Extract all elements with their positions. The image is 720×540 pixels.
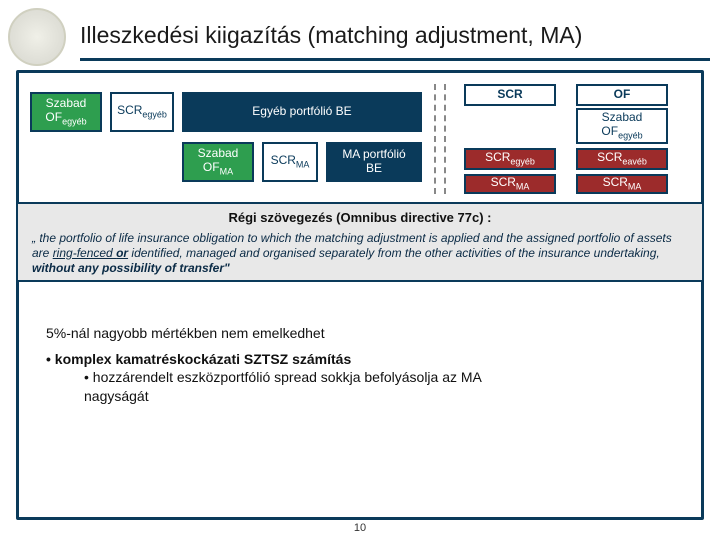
box-szabad-of-ma: SzabadOFMA <box>182 142 254 182</box>
bullet-line-2b: • hozzárendelt eszközportfólió spread so… <box>84 368 680 386</box>
quote-bar: Régi szövegezés (Omnibus directive 77c) … <box>16 202 704 282</box>
box-scr-header: SCR <box>464 84 556 106</box>
quote-body: „ the portfolio of life insurance obliga… <box>32 231 688 276</box>
box-of-header: OF <box>576 84 668 106</box>
bullet-line-2c: nagyságát <box>84 387 680 405</box>
box-scr-egyeb-left: SCRegyéb <box>110 92 174 132</box>
box-scr-ma-r1: SCRMA <box>464 174 556 194</box>
separator-1 <box>434 84 436 194</box>
bullet-area: 5%-nál nagyobb mértékben nem emelkedhet … <box>40 322 680 405</box>
bullet-line-1: 5%-nál nagyobb mértékben nem emelkedhet <box>46 324 680 342</box>
page-number: 10 <box>0 522 720 534</box>
box-scr-ma-left: SCRMA <box>262 142 318 182</box>
quote-heading: Régi szövegezés (Omnibus directive 77c) … <box>32 210 688 225</box>
bullet-line-2a: • komplex kamatréskockázati SZTSZ számít… <box>46 350 680 368</box>
box-egyeb-portfolio-be: Egyéb portfólió BE <box>182 92 422 132</box>
box-scr-egyeb-r1: SCRegyéb <box>464 148 556 170</box>
box-szabad-of-egyeb-right: SzabadOFegyéb <box>576 108 668 144</box>
separator-2 <box>444 84 446 194</box>
box-ma-portfolio-be: MA portfólióBE <box>326 142 422 182</box>
box-scr-ma-r2: SCRMA <box>576 174 668 194</box>
box-szabad-of-egyeb: SzabadOFegyéb <box>30 92 102 132</box>
box-scr-egyeb-r2: SCReavéb <box>576 148 668 170</box>
page-title: Illeszkedési kiigazítás (matching adjust… <box>80 22 700 49</box>
title-underline <box>80 58 710 61</box>
emblem-logo <box>8 8 66 66</box>
diagram-area: SzabadOFegyéb SCRegyéb Egyéb portfólió B… <box>30 84 690 194</box>
